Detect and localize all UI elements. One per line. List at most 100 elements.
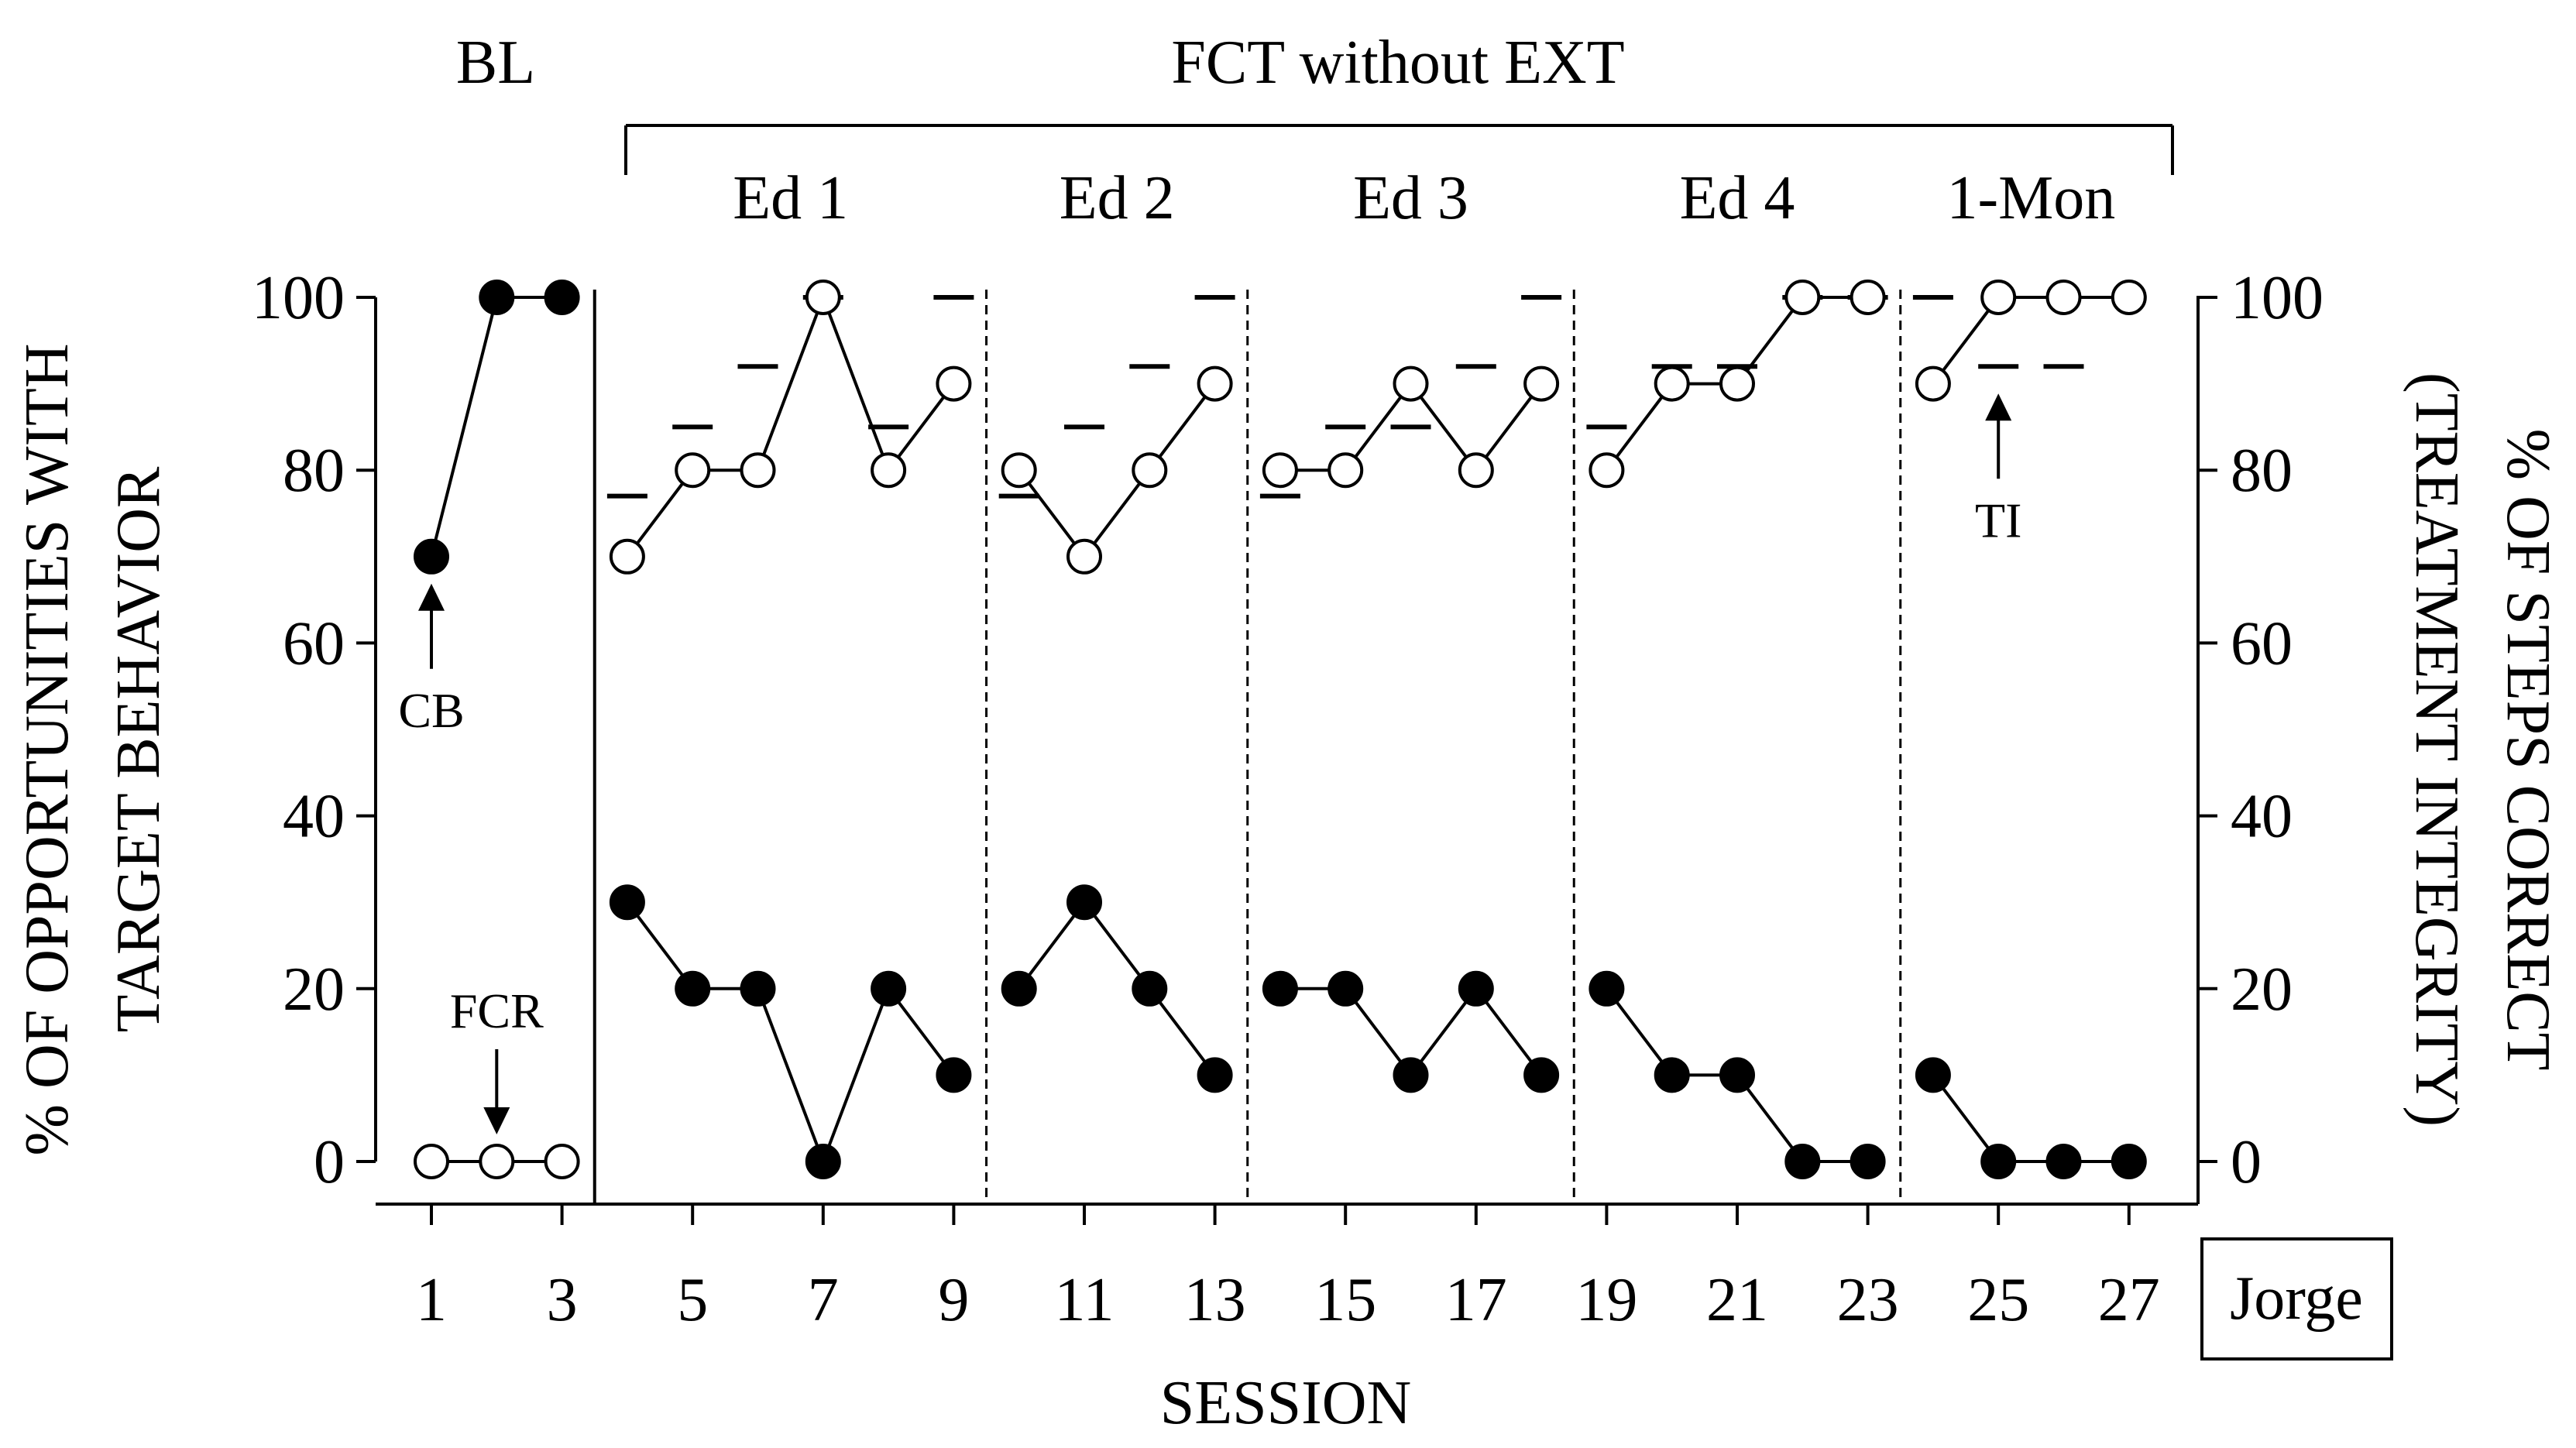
phase-label-ed-4: Ed 4 — [1680, 164, 1795, 232]
chart-frame — [376, 124, 2393, 1361]
cb-point-session-22 — [1784, 1144, 1821, 1179]
cb-point-session-27 — [2111, 1144, 2147, 1179]
cb-point-session-8 — [871, 970, 907, 1007]
fcr-point-session-21 — [1719, 365, 1755, 402]
baseline-label: BL — [456, 29, 535, 97]
fcr-line-segment-2 — [1018, 383, 1217, 560]
fcr-point-session-9 — [936, 365, 972, 402]
cb-point-session-17 — [1458, 970, 1494, 1007]
cb-point-session-7 — [805, 1144, 841, 1179]
fcr-point-session-26 — [2045, 280, 2082, 315]
cb-point-session-20 — [1654, 1057, 1690, 1093]
fcr-point-session-22 — [1784, 280, 1821, 315]
right-y-tick-label-60: 60 — [2231, 609, 2293, 678]
annotations: CB FCR TI — [398, 393, 2021, 1134]
y-axis-title-right-line1: % OF STEPS CORRECT — [2494, 428, 2562, 1070]
cb-point-session-23 — [1850, 1144, 1886, 1179]
cb-point-session-26 — [2045, 1144, 2082, 1179]
fcr-point-session-20 — [1654, 365, 1690, 402]
right-y-tick-label-40: 40 — [2231, 783, 2293, 851]
left-y-tick-label-80: 80 — [283, 437, 345, 505]
left-y-tick-label-60: 60 — [283, 609, 345, 678]
participant-label: Jorge — [2230, 1264, 2363, 1333]
cb-point-session-14 — [1262, 970, 1298, 1007]
cb-point-session-1 — [414, 538, 449, 575]
cb-annotation-label: CB — [398, 683, 464, 738]
cb-point-session-2 — [479, 280, 515, 315]
left-y-tick-label-100: 100 — [252, 264, 345, 332]
x-tick-label-27: 27 — [2098, 1266, 2160, 1334]
cb-line-segment-0 — [430, 296, 562, 558]
phase-label-ed-1: Ed 1 — [733, 164, 848, 232]
cb-line-segment-1 — [626, 901, 955, 1166]
axis-tick-labels: Ed 1 Ed 2 Ed 3 Ed 4 1-Mon 0 0 20 20 40 40 60 60 80 80 1… — [252, 164, 2324, 1334]
cb-point-session-5 — [675, 970, 711, 1007]
cb-point-session-19 — [1589, 970, 1625, 1007]
fcr-line-segment-5 — [1932, 296, 2129, 385]
fcr-point-session-2 — [479, 1144, 515, 1179]
right-y-tick-label-80: 80 — [2231, 437, 2293, 505]
right-y-tick-label-20: 20 — [2231, 956, 2293, 1024]
x-axis-title: SESSION — [1160, 1369, 1412, 1437]
phase-label-ed-3: Ed 3 — [1353, 164, 1468, 232]
x-tick-label-13: 13 — [1184, 1266, 1246, 1334]
ti-arrow-head — [1985, 393, 2012, 421]
cb-point-session-6 — [740, 970, 776, 1007]
phase-change-lines — [592, 290, 1902, 1204]
cb-point-session-21 — [1719, 1057, 1755, 1093]
fcr-point-session-10 — [1001, 452, 1037, 489]
right-y-tick-label-0: 0 — [2231, 1128, 2262, 1196]
fcr-line-segment-1 — [626, 293, 955, 558]
right-y-tick-label-100: 100 — [2231, 264, 2324, 332]
participant-box — [2200, 1237, 2393, 1361]
cb-point-session-18 — [1523, 1057, 1560, 1093]
cb-point-session-15 — [1327, 970, 1364, 1007]
x-tick-label-17: 17 — [1445, 1266, 1507, 1334]
cb-point-session-10 — [1001, 970, 1037, 1007]
left-y-tick-label-40: 40 — [283, 783, 345, 851]
cb-arrow-head — [418, 583, 445, 611]
fcr-point-session-13 — [1197, 365, 1233, 402]
x-tick-label-23: 23 — [1837, 1266, 1899, 1334]
cb-point-session-4 — [609, 884, 645, 921]
fcr-point-session-11 — [1066, 538, 1102, 575]
x-tick-label-7: 7 — [808, 1266, 839, 1334]
left-y-tick-label-20: 20 — [283, 956, 345, 1024]
fcr-point-session-23 — [1850, 280, 1886, 315]
fcr-point-session-3 — [544, 1144, 580, 1179]
fcr-point-session-24 — [1915, 365, 1951, 402]
fcr-arrow-head — [483, 1107, 510, 1134]
cb-point-session-13 — [1197, 1057, 1233, 1093]
fcr-point-session-1 — [414, 1144, 449, 1179]
x-tick-label-19: 19 — [1575, 1266, 1637, 1334]
fcr-point-session-7 — [805, 280, 841, 315]
x-tick-label-21: 21 — [1706, 1266, 1768, 1334]
y-axis-title-right-line2: (TREATMENT INTEGRITY) — [2403, 372, 2471, 1127]
phase-label-1-mon: 1-Mon — [1946, 164, 2115, 232]
cb-point-session-11 — [1066, 884, 1102, 921]
cb-point-session-9 — [936, 1057, 972, 1093]
cb-point-session-12 — [1132, 970, 1168, 1007]
fcr-point-session-25 — [1980, 280, 2017, 315]
fcr-annotation-label: FCR — [450, 983, 544, 1038]
fcr-point-session-12 — [1132, 452, 1168, 489]
fcr-point-session-27 — [2111, 280, 2147, 315]
cb-point-session-16 — [1393, 1057, 1429, 1093]
ti-annotation-label: TI — [1975, 492, 2021, 547]
treatment-label: FCT without EXT — [1171, 29, 1624, 97]
fcr-point-session-6 — [740, 452, 776, 489]
x-tick-label-1: 1 — [416, 1266, 447, 1334]
fcr-point-session-19 — [1589, 452, 1625, 489]
fcr-point-session-15 — [1327, 452, 1364, 489]
cb-line-segment-5 — [1932, 1074, 2129, 1163]
cb-point-session-3 — [544, 280, 580, 315]
x-tick-label-3: 3 — [547, 1266, 578, 1334]
fcr-point-session-8 — [871, 452, 907, 489]
fcr-point-session-16 — [1393, 365, 1429, 402]
y-axis-title-left-line1: % OF OPPORTUNITIES WITH — [13, 343, 81, 1155]
cb-point-session-25 — [1980, 1144, 2017, 1179]
fcr-point-session-5 — [675, 452, 711, 489]
x-tick-label-25: 25 — [1967, 1266, 2029, 1334]
phase-label-ed-2: Ed 2 — [1060, 164, 1175, 232]
